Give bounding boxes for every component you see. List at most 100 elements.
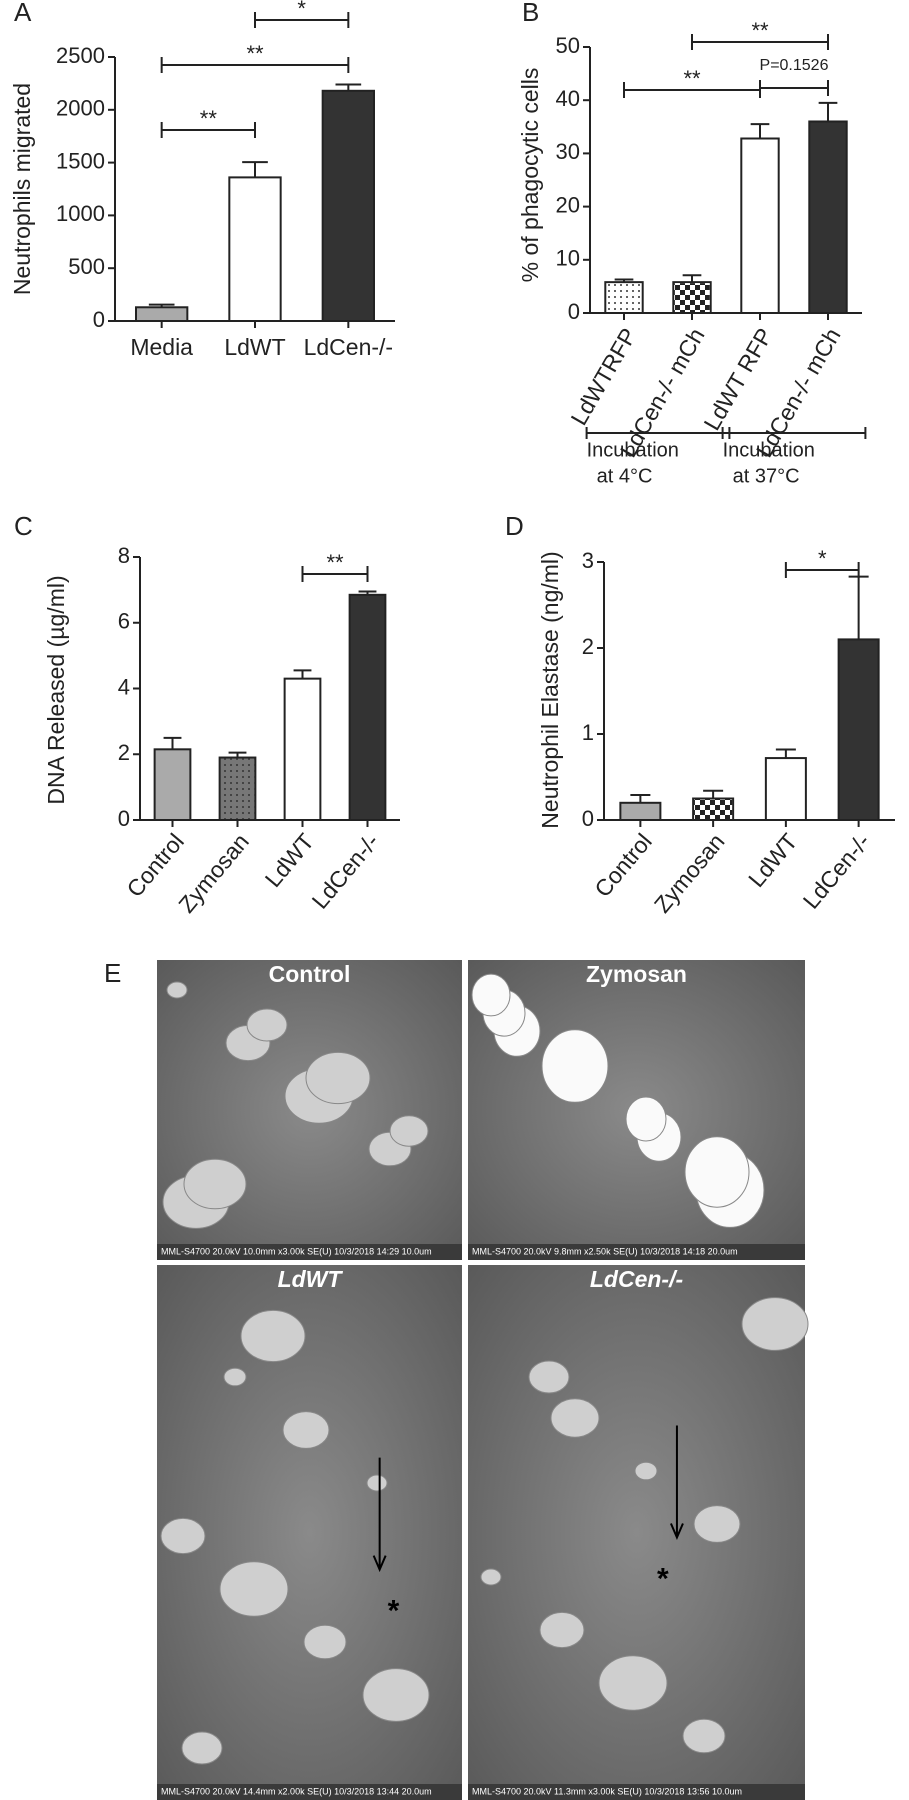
micrograph-caption: MML-S4700 20.0kV 14.4mm x2.00k SE(U) 10/… <box>161 1786 432 1796</box>
significance-bracket <box>759 80 829 96</box>
cell <box>389 1115 429 1147</box>
panel-label: C <box>14 511 33 541</box>
bar-pattern <box>674 283 710 312</box>
bar <box>740 137 780 314</box>
panel-label: A <box>14 0 32 27</box>
group-label: at 4°C <box>597 465 653 487</box>
cell <box>682 1718 726 1754</box>
marker: * <box>388 1595 400 1628</box>
cell <box>160 1517 206 1555</box>
x-tick-label: Control <box>121 828 189 902</box>
y-tick-label: 20 <box>556 192 580 217</box>
error-bar <box>293 669 312 679</box>
cell <box>305 1051 371 1105</box>
error-bar <box>335 83 362 91</box>
significance-label: * <box>818 546 827 571</box>
y-tick-label: 2500 <box>56 43 105 68</box>
group-label: Incubation <box>587 439 679 461</box>
significance-label: ** <box>751 18 769 43</box>
panel-label: B <box>522 0 539 27</box>
y-axis-label: % of phagocytic cells <box>517 68 543 283</box>
micrograph-title: LdCen-/- <box>590 1266 683 1292</box>
x-tick-label: Control <box>589 828 657 902</box>
y-axis-label: Neutrophils migrated <box>9 83 35 295</box>
micrograph-caption: MML-S4700 20.0kV 9.8mm x2.50k SE(U) 10/3… <box>472 1246 738 1256</box>
marker: * <box>657 1562 669 1595</box>
bar-pattern <box>606 283 642 312</box>
cell <box>528 1360 570 1394</box>
error-bar <box>682 274 702 283</box>
cell <box>183 1158 247 1210</box>
micrograph-caption: MML-S4700 20.0kV 10.0mm x3.00k SE(U) 10/… <box>161 1246 432 1256</box>
y-axis-label: DNA Released (µg/ml) <box>43 575 69 804</box>
y-tick-label: 40 <box>556 86 580 111</box>
significance-label: ** <box>246 41 264 66</box>
y-tick-label: 1000 <box>56 201 105 226</box>
cell <box>741 1297 809 1351</box>
panel-label: D <box>505 511 524 541</box>
bar-pattern <box>694 799 733 819</box>
significance-bracket <box>254 12 350 28</box>
error-bar <box>775 748 796 759</box>
arrow <box>372 1457 387 1573</box>
error-bar <box>630 794 651 803</box>
error-bar <box>228 751 247 758</box>
cell <box>634 1461 658 1481</box>
x-tick-label: Zymosan <box>649 828 730 917</box>
error-bar <box>163 736 182 750</box>
bar <box>153 748 192 821</box>
caption-band <box>468 1784 805 1800</box>
error-bar <box>148 303 175 308</box>
micrograph-title: Zymosan <box>586 961 687 987</box>
bar <box>135 306 189 323</box>
cell <box>693 1505 741 1543</box>
cell <box>303 1624 347 1660</box>
significance-label: P=0.1526 <box>760 57 829 74</box>
micrograph: MML-S4700 20.0kV 10.0mm x3.00k SE(U) 10/… <box>157 960 462 1260</box>
x-tick-label: LdCen-/- <box>798 828 875 913</box>
cell <box>219 1561 289 1617</box>
significance-bracket <box>160 57 350 73</box>
cell <box>166 981 188 999</box>
caption-band <box>157 1784 462 1800</box>
cell <box>480 1568 502 1586</box>
cell <box>366 1474 388 1492</box>
x-tick-label: LdCen-/- <box>307 828 384 913</box>
significance-label: ** <box>683 66 701 91</box>
cell <box>246 1008 288 1042</box>
micrograph-caption: MML-S4700 20.0kV 11.3mm x3.00k SE(U) 10/… <box>472 1786 742 1796</box>
bar-pattern <box>220 758 255 819</box>
caption-band <box>157 1244 462 1260</box>
error-bar <box>750 123 770 139</box>
x-tick-label: Media <box>130 334 193 360</box>
error-bar <box>614 278 634 283</box>
bar <box>619 801 662 821</box>
cell <box>625 1096 667 1142</box>
group-label: at 37°C <box>733 465 800 487</box>
micrograph-title: Control <box>269 961 351 987</box>
bar <box>228 176 282 322</box>
cell <box>684 1136 750 1208</box>
x-tick-label: LdWT <box>260 828 319 892</box>
y-tick-label: 3 <box>582 548 594 573</box>
x-tick-label: LdWTRFP <box>565 324 641 430</box>
error-bar <box>818 101 838 122</box>
cell <box>539 1611 585 1649</box>
cell <box>282 1411 330 1449</box>
y-tick-label: 0 <box>118 806 130 831</box>
error-bar <box>242 161 268 178</box>
x-tick-label: LdWT RFP <box>698 324 777 435</box>
y-axis-label: Neutrophil Elastase (ng/ml) <box>537 551 563 828</box>
y-tick-label: 1500 <box>56 148 105 173</box>
bar <box>283 677 322 822</box>
significance-bracket <box>784 562 860 578</box>
x-tick-label: LdWT <box>224 334 285 360</box>
panel-label: E <box>104 958 121 988</box>
y-tick-label: 4 <box>118 674 130 699</box>
cell <box>362 1668 430 1722</box>
bar <box>348 593 387 822</box>
arrow <box>670 1425 684 1541</box>
y-tick-label: 1 <box>582 720 594 745</box>
y-tick-label: 0 <box>93 307 105 332</box>
cell <box>550 1398 600 1438</box>
